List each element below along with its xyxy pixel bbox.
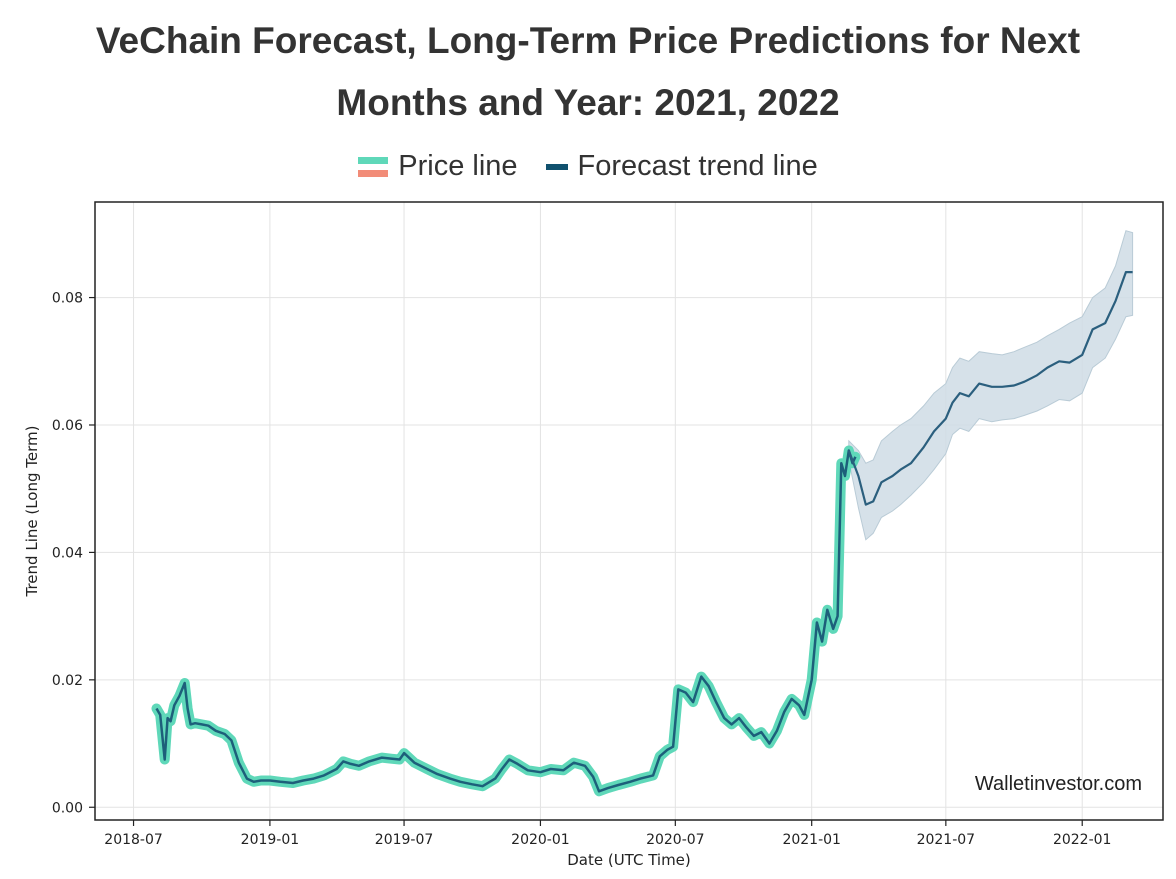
y-tick-label: 0.04 xyxy=(52,545,83,561)
chart-title: VeChain Forecast, Long-Term Price Predic… xyxy=(0,10,1176,134)
x-axis-label: Date (UTC Time) xyxy=(567,851,691,869)
price-line-swatch-salmon xyxy=(358,169,389,177)
x-tick-label: 2020-07 xyxy=(646,832,705,848)
price-line-swatch-green xyxy=(358,156,389,164)
x-tick-label: 2019-07 xyxy=(375,832,434,848)
x-tick-label: 2020-01 xyxy=(511,832,570,848)
x-tick-label: 2019-01 xyxy=(241,832,300,848)
grid-lines xyxy=(95,202,1163,820)
forecast-trend-line xyxy=(847,271,1133,506)
legend-item-forecast-trend-line: Forecast trend line xyxy=(545,150,818,183)
axes-frame xyxy=(94,201,1164,821)
x-tick-label: 2021-01 xyxy=(782,832,841,848)
legend-label-price-line: Price line xyxy=(398,150,518,182)
y-tick-label: 0.08 xyxy=(52,291,83,307)
y-tick-label: 0.06 xyxy=(52,418,83,434)
price-line xyxy=(155,449,857,793)
legend-label-forecast-trend-line: Forecast trend line xyxy=(577,150,818,182)
series-lines xyxy=(151,271,1133,797)
axis-ticks: 2018-07 2019-01 2019-07 2020-01 2020-07 2021-… xyxy=(52,291,1112,848)
legend-item-price-line: Price line xyxy=(358,150,518,183)
watermark: Walletinvestor.com xyxy=(974,773,1142,795)
price-line-glow xyxy=(151,445,861,797)
x-tick-label: 2022-01 xyxy=(1053,832,1112,848)
x-tick-label: 2018-07 xyxy=(104,832,163,848)
y-axis-label: Trend Line (Long Term) xyxy=(23,426,41,598)
y-tick-label: 0.00 xyxy=(52,800,83,816)
forecast-band xyxy=(848,230,1134,541)
price-line-swatch xyxy=(358,156,389,177)
forecast-confidence-band xyxy=(848,230,1134,541)
x-tick-label: 2021-07 xyxy=(917,832,976,848)
chart-legend: Price line Forecast trend line xyxy=(0,150,1176,183)
y-tick-label: 0.02 xyxy=(52,673,83,689)
chart-title-line-1: VeChain Forecast, Long-Term Price Predic… xyxy=(95,20,1081,61)
chart-title-line-2: Months and Year: 2021, 2022 xyxy=(336,82,840,123)
forecast-trend-line-swatch xyxy=(545,163,568,170)
